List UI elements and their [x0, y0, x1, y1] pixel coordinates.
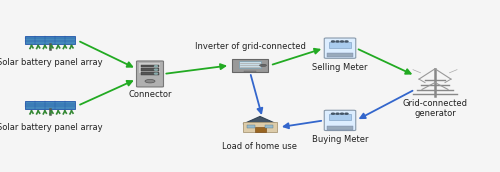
- Circle shape: [345, 41, 348, 42]
- Text: Inverter of grid-connected: Inverter of grid-connected: [194, 42, 306, 51]
- FancyBboxPatch shape: [324, 38, 356, 58]
- Circle shape: [260, 64, 266, 67]
- FancyBboxPatch shape: [46, 104, 54, 106]
- FancyBboxPatch shape: [46, 39, 54, 41]
- Circle shape: [145, 79, 155, 83]
- FancyBboxPatch shape: [36, 42, 44, 43]
- Text: Solar battery panel array: Solar battery panel array: [0, 58, 103, 67]
- FancyBboxPatch shape: [26, 39, 34, 41]
- Text: Load of home use: Load of home use: [222, 142, 298, 151]
- Text: Buying Meter: Buying Meter: [312, 135, 368, 144]
- FancyBboxPatch shape: [46, 107, 54, 109]
- FancyBboxPatch shape: [244, 71, 256, 72]
- Text: Solar battery panel array: Solar battery panel array: [0, 123, 103, 132]
- Circle shape: [340, 113, 344, 114]
- Polygon shape: [243, 116, 277, 124]
- FancyBboxPatch shape: [25, 36, 75, 44]
- Circle shape: [332, 41, 334, 42]
- FancyBboxPatch shape: [56, 107, 64, 109]
- FancyBboxPatch shape: [239, 61, 261, 68]
- FancyBboxPatch shape: [328, 53, 353, 57]
- FancyBboxPatch shape: [265, 125, 273, 128]
- Circle shape: [336, 41, 339, 42]
- FancyBboxPatch shape: [36, 39, 44, 41]
- FancyBboxPatch shape: [36, 104, 44, 106]
- FancyBboxPatch shape: [26, 104, 34, 106]
- FancyBboxPatch shape: [324, 110, 356, 131]
- FancyBboxPatch shape: [254, 127, 266, 132]
- FancyBboxPatch shape: [141, 72, 159, 75]
- FancyBboxPatch shape: [56, 42, 64, 43]
- Text: Connector: Connector: [128, 90, 172, 99]
- Text: Grid-connected
generator: Grid-connected generator: [402, 99, 468, 118]
- Circle shape: [340, 41, 344, 42]
- Circle shape: [154, 69, 158, 70]
- Circle shape: [154, 66, 158, 67]
- FancyBboxPatch shape: [26, 42, 34, 43]
- FancyBboxPatch shape: [140, 63, 160, 73]
- FancyBboxPatch shape: [330, 42, 350, 48]
- Text: Selling Meter: Selling Meter: [312, 63, 368, 72]
- Circle shape: [336, 113, 339, 114]
- FancyBboxPatch shape: [56, 104, 64, 106]
- Circle shape: [154, 73, 158, 74]
- FancyBboxPatch shape: [46, 42, 54, 43]
- FancyBboxPatch shape: [26, 107, 34, 109]
- Circle shape: [332, 113, 334, 114]
- Circle shape: [345, 113, 348, 114]
- FancyBboxPatch shape: [141, 68, 159, 71]
- FancyBboxPatch shape: [243, 122, 277, 132]
- FancyBboxPatch shape: [56, 39, 64, 41]
- FancyBboxPatch shape: [141, 65, 159, 67]
- FancyBboxPatch shape: [25, 101, 75, 109]
- FancyBboxPatch shape: [36, 107, 44, 109]
- FancyBboxPatch shape: [330, 114, 350, 120]
- FancyBboxPatch shape: [247, 125, 255, 128]
- FancyBboxPatch shape: [136, 61, 164, 87]
- FancyBboxPatch shape: [232, 59, 268, 72]
- FancyBboxPatch shape: [328, 126, 353, 130]
